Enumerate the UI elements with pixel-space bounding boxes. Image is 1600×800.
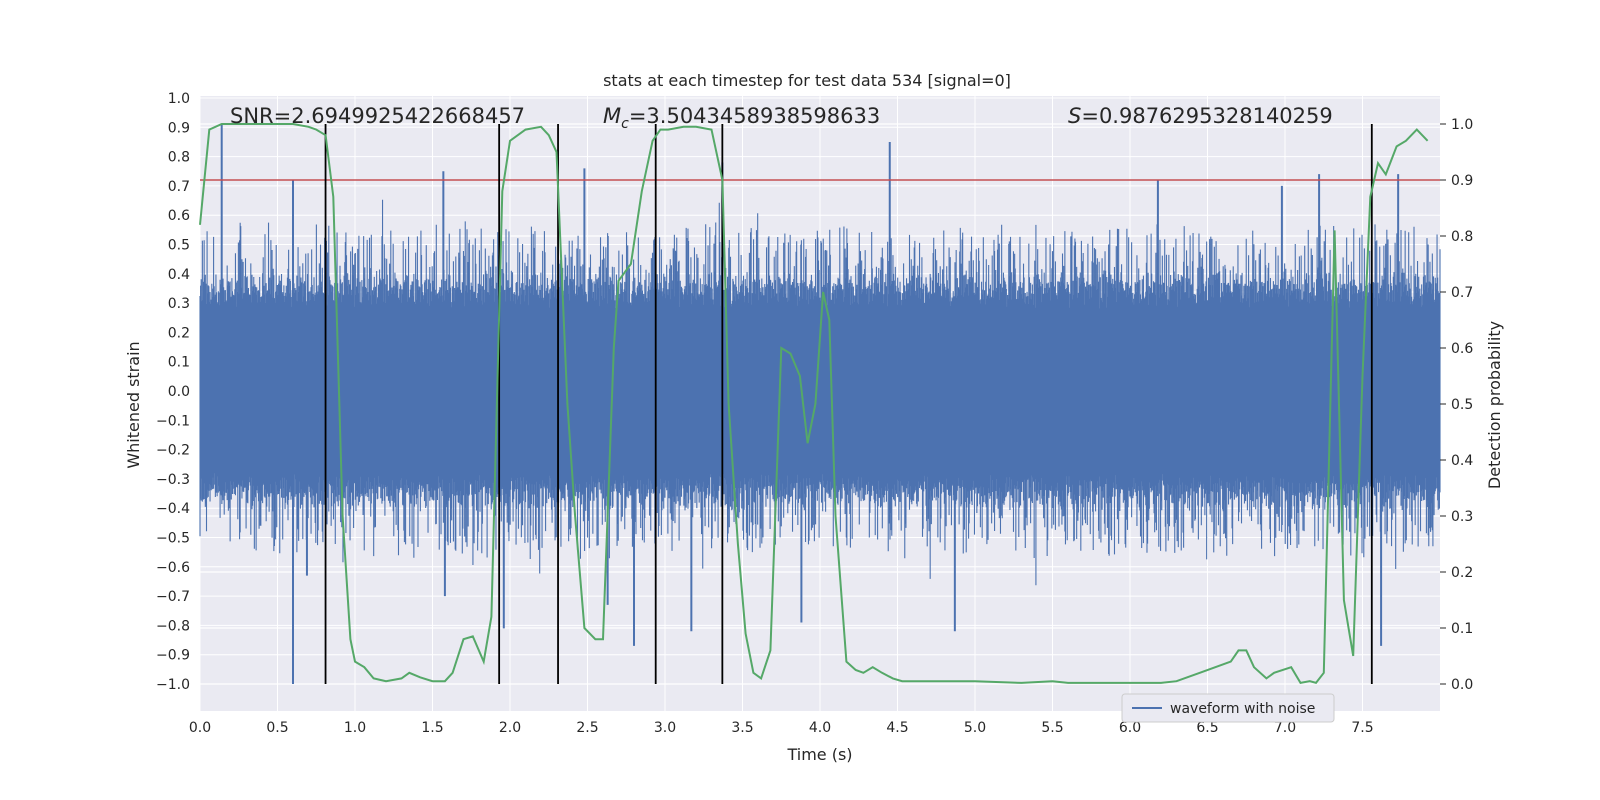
y-tick-label: 0.2 <box>168 325 190 341</box>
y-tick-label: −0.9 <box>156 648 190 664</box>
y-tick-label: −0.1 <box>156 413 190 429</box>
y-tick-label: −0.4 <box>156 501 190 517</box>
x-tick-label: 4.0 <box>809 720 831 736</box>
x-axis-label: Time (s) <box>786 745 852 764</box>
y2-tick-label: 0.6 <box>1451 341 1473 357</box>
y-tick-label: −0.5 <box>156 531 190 547</box>
x-tick-label: 5.5 <box>1041 720 1063 736</box>
x-tick-label: 1.5 <box>421 720 443 736</box>
legend-label-waveform: waveform with noise <box>1170 701 1315 717</box>
y-tick-label: 0.5 <box>168 238 190 254</box>
snr-annotation: SNR=2.6949925422668457 <box>230 104 525 128</box>
x-tick-label: 4.5 <box>886 720 908 736</box>
y-tick-label: −0.6 <box>156 560 190 576</box>
legend: waveform with noise <box>1121 693 1335 723</box>
y-tick-label: 0.8 <box>168 150 190 166</box>
x-tick-label: 6.5 <box>1196 720 1218 736</box>
y-tick-label: 0.3 <box>168 296 190 312</box>
y-tick-label: −0.7 <box>156 589 190 605</box>
y2-tick-label: 0.3 <box>1451 509 1473 525</box>
y-axis-ticks: 1.0 0.9 0.8 0.7 0.6 0.5 0.4 0.3 0.2 0.1 0.0 −0.1 −0.… <box>156 91 190 693</box>
y-tick-label: 0.7 <box>168 179 190 195</box>
chirp-mass-symbol: M <box>603 104 621 128</box>
x-axis-ticks: 0.0 0.5 1.0 1.5 2.0 2.5 3.0 3.5 4.0 4.5 5.0 5.5 6.0 6… <box>189 720 1374 736</box>
y-tick-label: −0.3 <box>156 472 190 488</box>
y-tick-label: −0.8 <box>156 618 190 634</box>
event-markers <box>324 124 1373 684</box>
waveform-with-noise-series <box>199 124 1441 684</box>
s-symbol: S <box>1068 104 1081 128</box>
y2-tick-label: 0.5 <box>1451 397 1473 413</box>
y-tick-label: −0.2 <box>156 443 190 459</box>
y2-tick-label: 1.0 <box>1451 117 1473 133</box>
legend-box <box>1121 693 1335 723</box>
x-tick-label: 1.0 <box>344 720 366 736</box>
s-annotation: S=0.9876295328140259 <box>1068 104 1333 128</box>
x-tick-label: 7.0 <box>1274 720 1296 736</box>
detection-probability-series <box>199 123 1429 685</box>
y2-tick-label: 0.8 <box>1451 229 1473 245</box>
y2-axis-label: Detection probability <box>1485 321 1504 489</box>
y-tick-label: 1.0 <box>168 91 190 107</box>
chart-title: stats at each timestep for test data 534… <box>603 71 1011 90</box>
y2-axis-ticks: 1.0 0.9 0.8 0.7 0.6 0.5 0.4 0.3 0.2 0.1 0.0 <box>1440 117 1473 693</box>
y-axis-label: Whitened strain <box>124 341 143 468</box>
y-tick-label: 0.1 <box>168 355 190 371</box>
y-tick-label: 0.6 <box>168 208 190 224</box>
chirp-mass-subscript: c <box>621 116 629 132</box>
x-tick-label: 5.0 <box>964 720 986 736</box>
chirp-mass-value: =3.5043458938598633 <box>629 104 880 128</box>
chirp-mass-annotation: Mc=3.5043458938598633 <box>603 104 880 132</box>
y2-tick-label: 0.4 <box>1451 453 1473 469</box>
s-value: =0.9876295328140259 <box>1081 104 1332 128</box>
x-tick-label: 0.0 <box>189 720 211 736</box>
probability-line <box>199 123 1429 685</box>
y-tick-label: 0.9 <box>168 120 190 136</box>
y2-tick-label: 0.9 <box>1451 173 1473 189</box>
y2-tick-label: 0.0 <box>1451 677 1473 693</box>
y2-tick-label: 0.2 <box>1451 565 1473 581</box>
y2-tick-label: 0.1 <box>1451 621 1473 637</box>
x-tick-label: 0.5 <box>266 720 288 736</box>
y-tick-label: 0.0 <box>168 384 190 400</box>
x-tick-label: 2.0 <box>499 720 521 736</box>
x-tick-label: 3.0 <box>654 720 676 736</box>
x-tick-label: 2.5 <box>576 720 598 736</box>
x-tick-label: 6.0 <box>1119 720 1141 736</box>
x-tick-label: 3.5 <box>731 720 753 736</box>
y-tick-label: −1.0 <box>156 677 190 693</box>
x-tick-label: 7.5 <box>1351 720 1373 736</box>
y-tick-label: 0.4 <box>168 267 190 283</box>
y2-tick-label: 0.7 <box>1451 285 1473 301</box>
